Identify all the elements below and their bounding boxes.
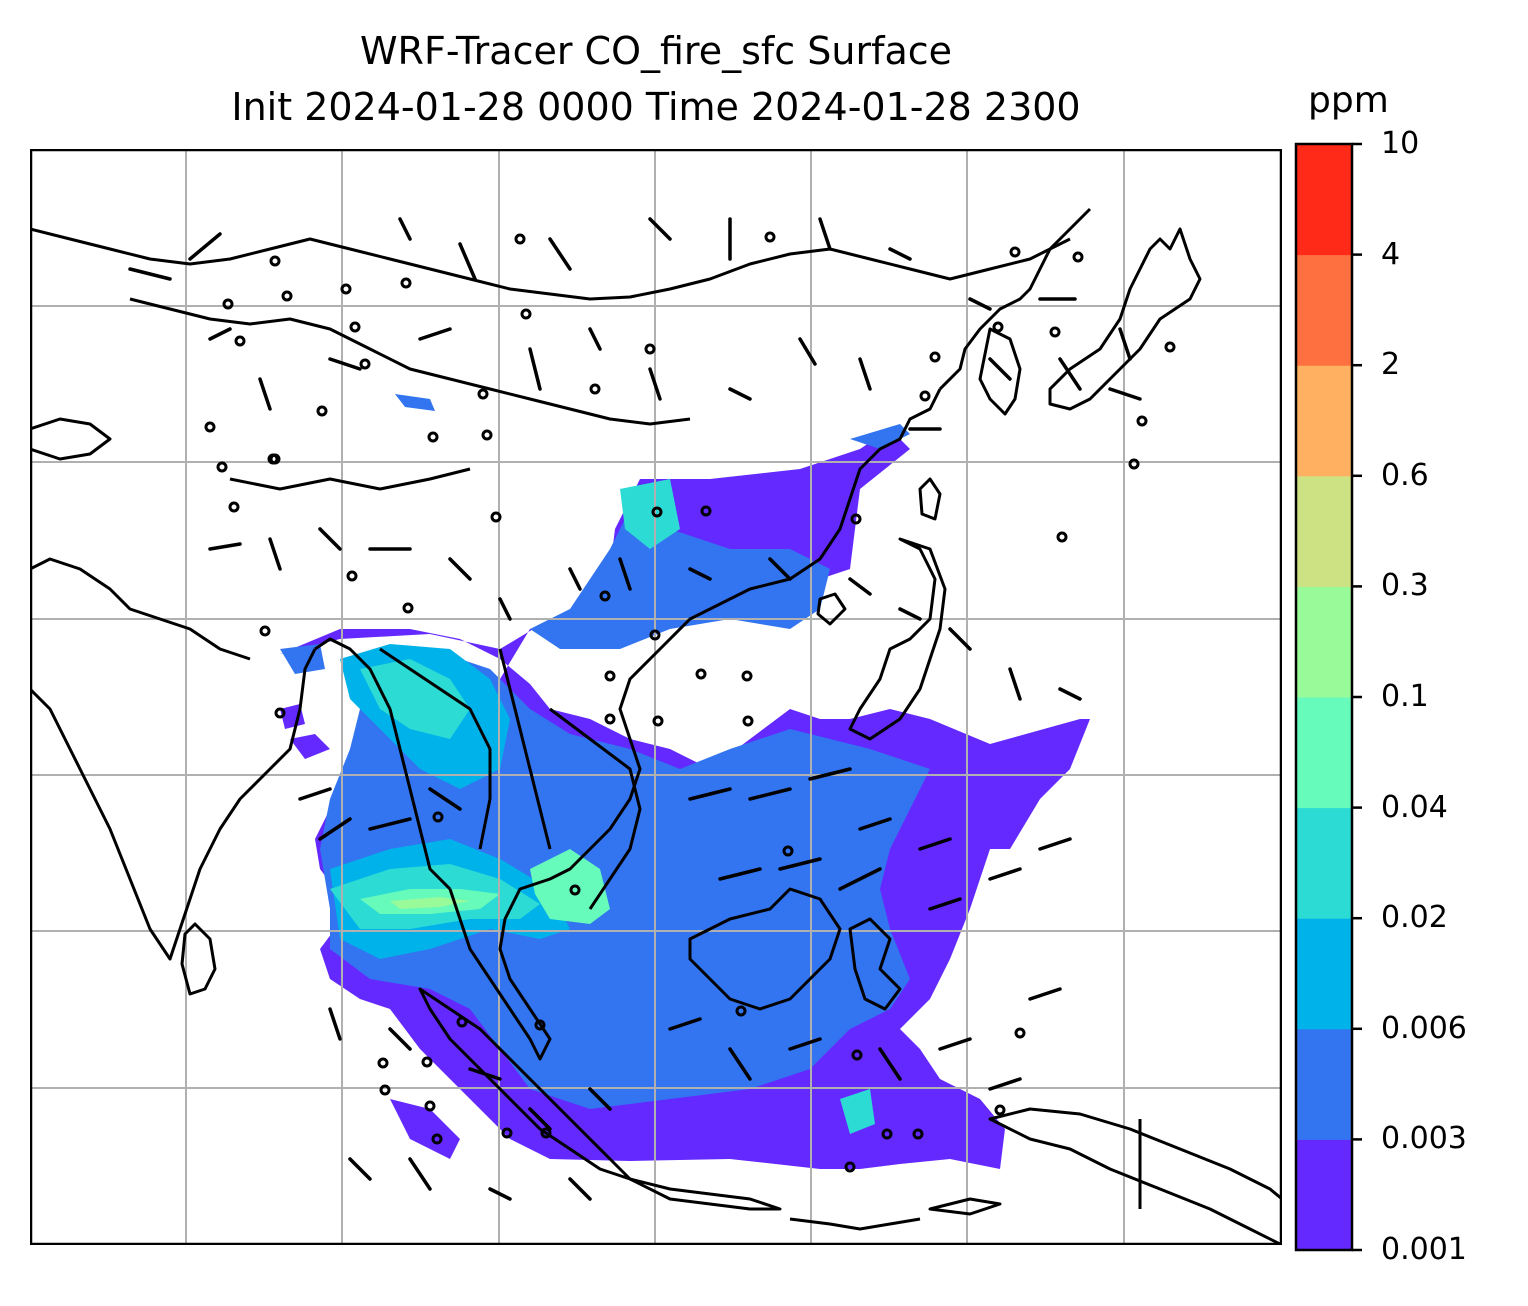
- border-inner-3: [549, 707, 642, 910]
- colorbar-segment: [1296, 1139, 1352, 1251]
- java: [628, 1177, 782, 1211]
- colorbar-segment: [1296, 365, 1352, 477]
- wind-barbs: [128, 217, 1142, 1201]
- colorbar-unit: ppm: [1308, 80, 1389, 121]
- border-inner-2: [498, 648, 552, 850]
- new-guinea: [988, 1107, 1282, 1245]
- plume-level-6: [390, 897, 470, 909]
- title-line-1: WRF-Tracer CO_fire_sfc Surface: [359, 29, 953, 73]
- border-inner-1: [129, 297, 691, 426]
- caspian-area: [30, 417, 112, 461]
- colorbar-segment: [1296, 918, 1352, 1030]
- philippines: [848, 537, 947, 741]
- russia-north: [30, 227, 1071, 301]
- colorbar-segment: [1296, 475, 1352, 587]
- calm-markers: [204, 231, 1176, 1173]
- china-coast: [938, 207, 1092, 391]
- korea-peninsula: [978, 327, 1022, 416]
- sulawesi: [848, 917, 902, 1011]
- colorbar-tick-label: 0.6: [1381, 457, 1429, 493]
- sri-lanka: [180, 922, 217, 996]
- plume-level-4b: [360, 659, 470, 739]
- title-line-2: Init 2024-01-28 0000 Time 2024-01-28 230…: [231, 85, 1081, 129]
- plume-patch-indonesia: [840, 1089, 875, 1134]
- mid-east-coast: [30, 557, 251, 661]
- plume-patch-hainan: [620, 479, 680, 549]
- japan: [1048, 227, 1202, 411]
- plume-patch-sri: [290, 734, 330, 759]
- india-coast: [30, 648, 317, 961]
- colorbar-segment: [1296, 586, 1352, 698]
- colorbar-tick-label: 0.1: [1381, 679, 1429, 714]
- taiwan: [918, 477, 942, 521]
- border-inner-4: [379, 647, 492, 850]
- colorbar-tick-label: 0.003: [1381, 1121, 1467, 1157]
- hainan: [816, 592, 847, 626]
- co-plume: [280, 394, 1090, 1169]
- map-frame: [30, 149, 1282, 1245]
- plume-level-5b: [530, 849, 610, 924]
- colorbar-segment: [1296, 807, 1352, 919]
- timor: [928, 1197, 1002, 1216]
- colorbar-tick-label: 4: [1381, 236, 1401, 272]
- border-inner-5: [229, 467, 471, 491]
- colorbar-segment: [1296, 144, 1352, 256]
- colorbar-tick-label: 0.3: [1381, 568, 1429, 604]
- bay-east-coast: [314, 637, 452, 891]
- colorbar-segment: [1296, 254, 1352, 366]
- coastlines: [30, 207, 1282, 1245]
- colorbar-tick-label: 10: [1381, 126, 1420, 161]
- gridlines: [30, 149, 1282, 1245]
- plume-patch-westsum: [390, 1099, 460, 1159]
- plume-level-2b: [530, 509, 830, 649]
- plume-patch-north: [850, 424, 910, 449]
- borneo: [688, 887, 842, 1011]
- colorbar-tick-label: 0.001: [1381, 1232, 1467, 1267]
- plume-patch-tibet: [395, 394, 435, 411]
- malay-peninsula: [448, 388, 942, 1061]
- colorbar: [1294, 142, 1362, 1252]
- colorbar-tick-label: 2: [1381, 347, 1401, 383]
- lesser-sunda: [789, 1217, 921, 1231]
- map-panel[interactable]: [30, 149, 1282, 1245]
- colorbar-segment: [1296, 1028, 1352, 1140]
- colorbar-tick-label: 0.02: [1381, 900, 1448, 936]
- colorbar-tick-label: 0.04: [1381, 789, 1448, 825]
- colorbar-tick-label: 0.006: [1381, 1010, 1467, 1046]
- colorbar-segment: [1296, 697, 1352, 809]
